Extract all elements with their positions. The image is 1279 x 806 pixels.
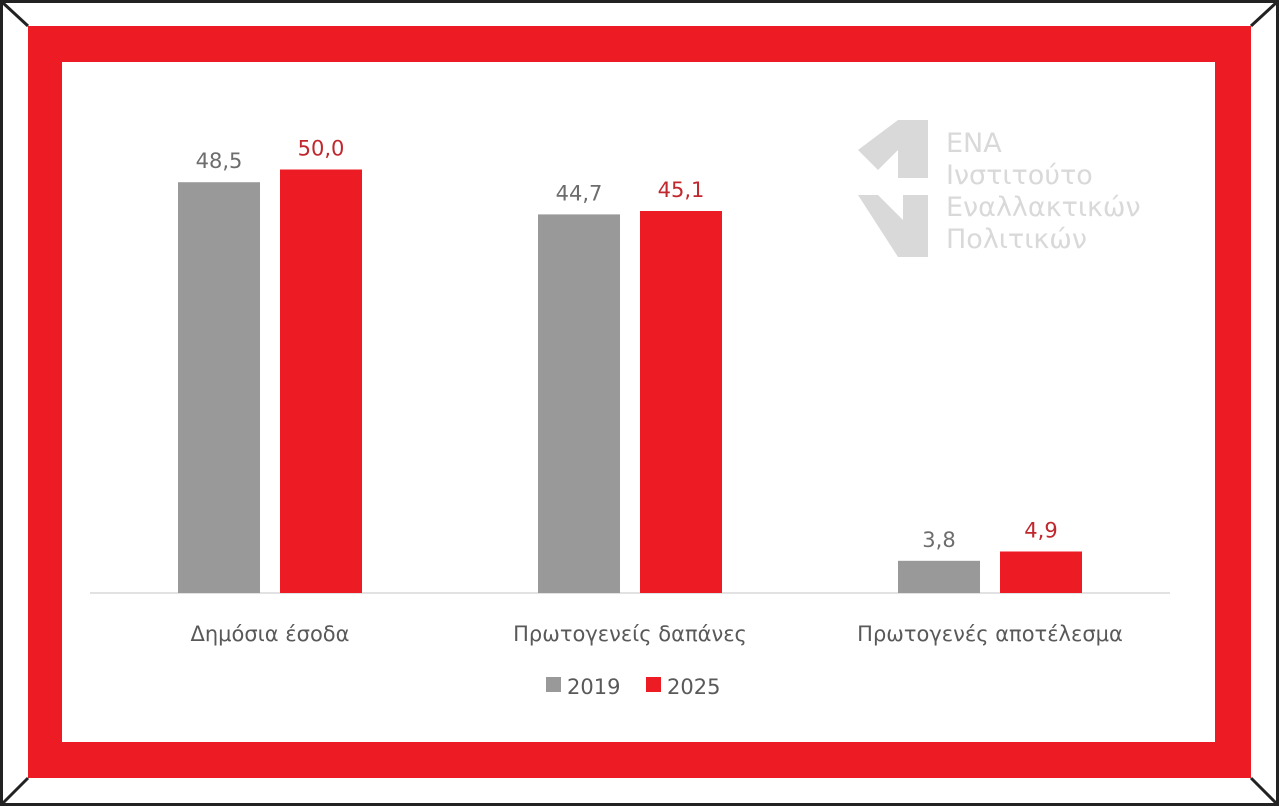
bar-2019: [178, 182, 260, 593]
logo-line: Εναλλακτικών: [946, 192, 1141, 223]
logo-mark: [858, 120, 928, 257]
logo-text: ΕΝΑ Ινστιτούτο Εναλλακτικών Πολιτικών: [946, 128, 1141, 256]
data-label: 50,0: [298, 137, 345, 161]
bar-2019: [898, 560, 980, 593]
data-label: 4,9: [1024, 518, 1057, 542]
logo-line: Πολιτικών: [946, 224, 1087, 255]
bar-2019: [538, 214, 620, 594]
bar-2025: [280, 169, 362, 593]
data-label: 44,7: [556, 181, 603, 205]
legend-swatch-2019: [546, 677, 561, 692]
bar-2025: [640, 211, 722, 594]
legend-label: 2019: [567, 675, 620, 699]
x-tick-label: Δημόσια έσοδα: [190, 622, 349, 646]
x-tick-label: Πρωτογενές αποτέλεσμα: [857, 622, 1123, 646]
legend-swatch-2025: [646, 677, 661, 692]
data-label: 48,5: [196, 149, 243, 173]
legend-label: 2025: [667, 675, 720, 699]
data-label: 3,8: [922, 528, 955, 552]
logo-line: ΕΝΑ: [946, 128, 1002, 159]
bar-2025: [1000, 551, 1082, 593]
logo-line: Ινστιτούτο: [946, 160, 1093, 191]
data-label: 45,1: [658, 178, 705, 202]
x-tick-label: Πρωτογενείς δαπάνες: [513, 622, 747, 646]
